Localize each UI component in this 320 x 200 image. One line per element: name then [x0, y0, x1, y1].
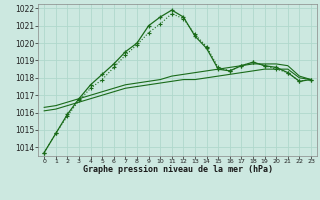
- X-axis label: Graphe pression niveau de la mer (hPa): Graphe pression niveau de la mer (hPa): [83, 165, 273, 174]
